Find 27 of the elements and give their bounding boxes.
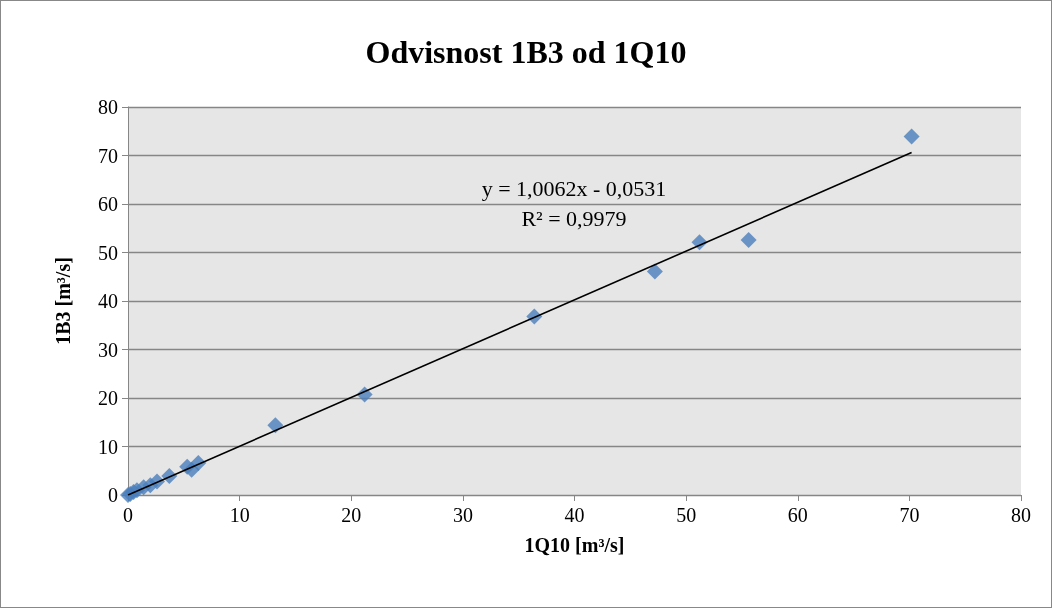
- y-tick-label: 0: [108, 484, 118, 506]
- y-tick-label: 70: [98, 144, 118, 167]
- y-tick-label: 20: [98, 387, 118, 409]
- x-tick-label: 80: [1011, 504, 1031, 526]
- y-tick-label: 50: [98, 241, 118, 264]
- y-tick-label: 40: [98, 290, 118, 312]
- y-tick-label: 30: [98, 338, 118, 361]
- x-tick-label: 20: [341, 504, 362, 526]
- annotation: R² = 0,9979: [521, 205, 627, 231]
- annotation: y = 1,0062x - 0,0531: [481, 175, 667, 201]
- point: [903, 128, 920, 145]
- y-tick-label: 10: [98, 435, 118, 458]
- point: [646, 263, 663, 280]
- x-axis-title: 1Q10 [m³/s]: [524, 534, 625, 556]
- x-tick-label: 70: [899, 504, 920, 526]
- x-tick-label: 60: [787, 504, 808, 526]
- x-tick-label: 0: [123, 504, 133, 526]
- point: [740, 231, 757, 248]
- x-tick-label: 30: [452, 504, 473, 526]
- x-tick-label: 50: [676, 504, 697, 526]
- y-axis-title: 1B3 [m³/s]: [52, 257, 74, 345]
- y-tick-label: 80: [98, 96, 118, 118]
- x-tick-label: 40: [564, 504, 585, 526]
- y-tick-label: 60: [98, 193, 118, 215]
- x-tick-label: 10: [229, 504, 250, 526]
- point: [267, 417, 284, 434]
- chart-title: Odvisnost 1B3 od 1Q10: [365, 34, 687, 70]
